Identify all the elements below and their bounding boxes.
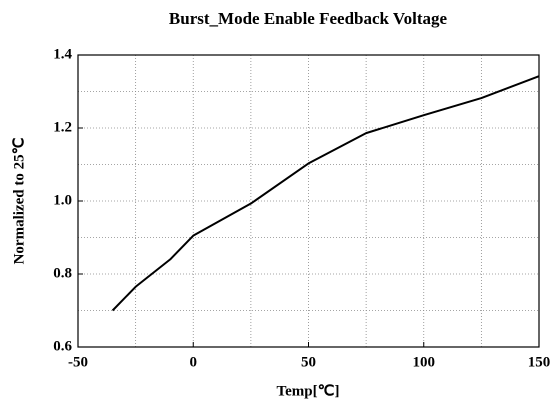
y-tick-label: 1.4 xyxy=(53,46,72,62)
x-tick-label: 150 xyxy=(528,354,551,370)
x-tick-label: 50 xyxy=(301,354,316,370)
data-line xyxy=(111,75,540,312)
y-tick-label: 1.2 xyxy=(53,119,72,135)
x-tick-label: 100 xyxy=(413,354,436,370)
chart-title: Burst_Mode Enable Feedback Voltage xyxy=(169,9,448,28)
plot-frame xyxy=(77,54,540,348)
y-axis-label: Normalized to 25℃ xyxy=(11,137,27,264)
x-axis-label: Temp[℃] xyxy=(277,383,340,399)
y-tick-label: 0.8 xyxy=(53,265,72,281)
y-tick-label: 0.6 xyxy=(53,338,72,354)
x-tick-label: 0 xyxy=(190,354,198,370)
y-tick-label: 1.0 xyxy=(53,192,72,208)
x-tick-label: -50 xyxy=(68,354,88,370)
